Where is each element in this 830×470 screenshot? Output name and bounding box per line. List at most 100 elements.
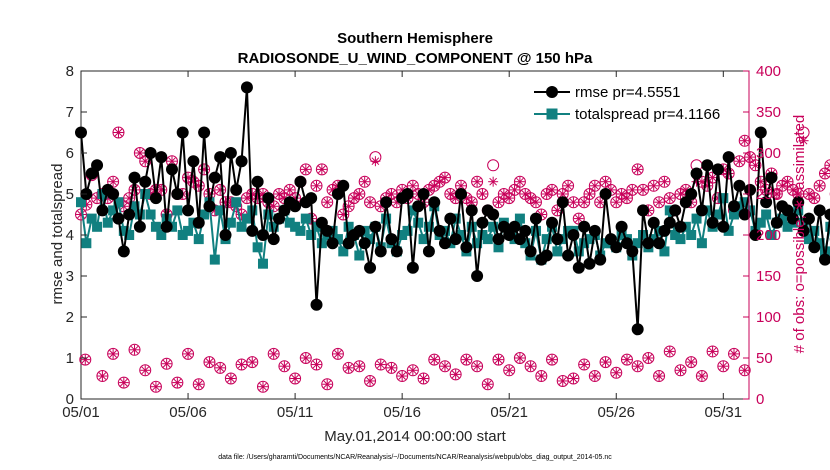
obs-possible-point	[663, 345, 676, 358]
rmse-point	[117, 245, 130, 258]
right-y-tick-label: 200	[756, 227, 781, 244]
totalspread-point	[573, 246, 584, 257]
x-tick-label: 05/26	[597, 404, 635, 421]
totalspread-point	[616, 230, 627, 240]
obs-assimilated-point	[472, 176, 483, 187]
legend-box	[528, 77, 722, 127]
obs-assimilated-point	[493, 354, 504, 365]
obs-possible-point	[364, 374, 377, 387]
obs-possible-point	[631, 360, 644, 373]
rmse-point	[401, 188, 414, 200]
obs-assimilated-point	[488, 176, 499, 187]
totalspread-point	[745, 205, 756, 216]
right-y-tick-label: 350	[756, 104, 781, 121]
obs-possible-point	[813, 179, 826, 192]
obs-assimilated-point	[734, 156, 745, 167]
obs-assimilated-point	[311, 359, 322, 370]
rmse-point	[214, 151, 227, 164]
obs-assimilated-point	[696, 371, 707, 382]
rmse-point	[262, 192, 275, 205]
rmse-point	[123, 208, 136, 221]
obs-assimilated-point	[80, 354, 91, 365]
right-y-tick-label: 300	[756, 145, 781, 162]
totalspread-point	[675, 234, 686, 245]
rmse-point	[171, 188, 184, 200]
obs-assimilated-point	[739, 365, 750, 376]
rmse-point	[139, 175, 152, 188]
chart-subtitle: RADIOSONDE_U_WIND_COMPONENT @ 150 hPa	[238, 50, 593, 67]
rmse-series	[75, 81, 830, 336]
obs-assimilated-point	[172, 377, 183, 388]
obs-assimilated-point	[686, 357, 697, 368]
rmse-point	[749, 229, 762, 241]
rmse-point	[364, 261, 377, 274]
obs-possible-point	[620, 353, 633, 366]
totalspread-point	[739, 197, 750, 208]
rmse-point	[337, 179, 350, 192]
obs-assimilated-point	[354, 189, 365, 199]
rmse-point	[294, 175, 307, 188]
left-y-tick-label: 6	[66, 145, 74, 162]
obs-assimilated-point	[707, 346, 718, 357]
obs-assimilated-point	[675, 365, 686, 376]
legend-rmse-marker	[546, 86, 558, 98]
obs-assimilated-point	[407, 180, 418, 191]
obs-possible-point	[610, 366, 623, 379]
obs-possible-point	[321, 378, 334, 391]
rmse-point	[615, 220, 628, 233]
rmse-point	[369, 220, 382, 233]
obs-possible-point	[171, 376, 184, 389]
obs-assimilated-point	[664, 346, 675, 357]
rmse-point	[690, 167, 703, 180]
obs-assimilated-point	[477, 189, 488, 199]
rmse-point	[198, 126, 211, 139]
totalspread-point	[306, 230, 317, 240]
rmse-point	[519, 224, 532, 237]
totalspread-point	[295, 225, 306, 236]
rmse-point	[824, 208, 830, 221]
rmse-point	[669, 204, 682, 217]
obs-assimilated-point	[359, 176, 370, 187]
obs-assimilated-point	[600, 176, 611, 187]
rmse-point	[813, 204, 826, 217]
obs-assimilated-point	[290, 373, 301, 384]
totalspread-point	[397, 230, 408, 240]
right-y-axis-label: # of obs: o=possible; ∗=assimilated	[791, 115, 808, 354]
obs-assimilated-point	[386, 362, 397, 373]
totalspread-point	[632, 238, 643, 249]
rmse-point	[390, 245, 403, 258]
totalspread-point	[118, 225, 129, 236]
rmse-point	[642, 237, 655, 250]
obs-possible-point	[738, 134, 751, 147]
obs-assimilated-point	[616, 189, 627, 199]
rmse-point	[374, 245, 387, 258]
obs-assimilated-point	[525, 193, 536, 204]
obs-possible-point	[738, 364, 751, 377]
totalspread-point	[129, 201, 140, 212]
rmse-point	[305, 192, 318, 205]
obs-assimilated-point	[595, 197, 606, 208]
rmse-point	[422, 245, 435, 258]
right-y-tick-label: 0	[756, 391, 764, 408]
obs-possible-point	[476, 188, 489, 200]
totalspread-point	[97, 189, 108, 199]
obs-assimilated-point	[547, 354, 558, 365]
obs-assimilated-point	[809, 193, 820, 204]
totalspread-point	[488, 221, 499, 232]
obs-possible-point	[321, 196, 334, 209]
rmse-point	[428, 196, 441, 209]
legend-rmse-label: rmse pr=4.5551	[575, 84, 680, 101]
rmse-point	[610, 241, 623, 254]
obs-assimilated-point	[386, 189, 397, 199]
rmse-point	[599, 188, 612, 200]
rmse-point	[455, 188, 468, 200]
rmse-point	[717, 220, 730, 233]
obs-possible-point	[160, 357, 173, 370]
totalspread-point	[659, 246, 670, 257]
obs-assimilated-point	[204, 357, 215, 368]
totalspread-point	[670, 230, 681, 240]
obs-possible-point	[224, 372, 237, 385]
obs-possible-point	[128, 343, 141, 356]
totalspread-point	[423, 221, 434, 232]
left-y-tick-label: 8	[66, 63, 74, 80]
